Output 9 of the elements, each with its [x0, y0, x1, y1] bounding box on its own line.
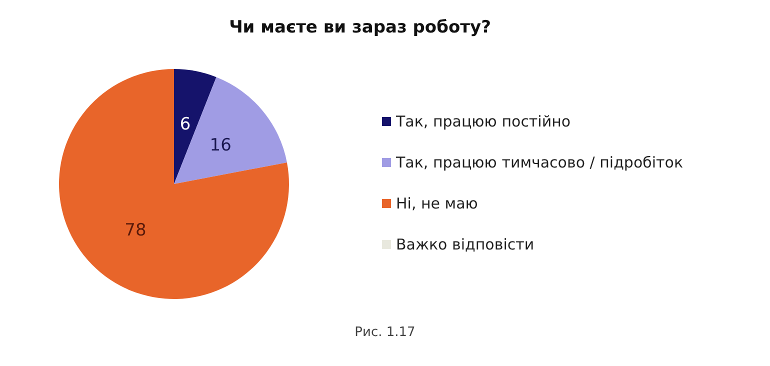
- chart-title: Чи маєте ви зараз роботу?: [229, 18, 491, 38]
- data-label: 6: [180, 114, 191, 135]
- text: Рис. 1.17: [354, 325, 416, 340]
- legend-label: Так, працюю постійно: [395, 112, 571, 130]
- data-label: 16: [210, 135, 232, 156]
- legend-label: Важко відповісти: [396, 236, 534, 254]
- data-label: 78: [124, 220, 146, 241]
- legend-label: Ні, не маю: [396, 194, 478, 212]
- legend-label: Так, працюю тимчасово / підробіток: [395, 154, 684, 172]
